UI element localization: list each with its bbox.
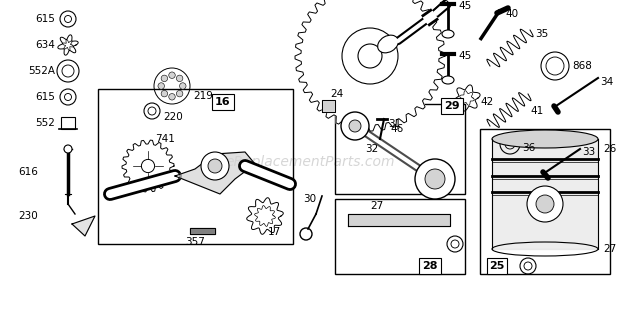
Text: 615: 615 [35, 92, 55, 102]
Text: 28: 28 [422, 261, 438, 271]
Text: 34: 34 [600, 77, 613, 87]
Circle shape [177, 75, 183, 82]
Text: 40: 40 [505, 9, 518, 19]
Bar [98, 89, 293, 244]
Text: 31: 31 [388, 119, 401, 129]
Text: 36: 36 [522, 143, 535, 153]
Polygon shape [322, 100, 335, 112]
Text: 42: 42 [480, 97, 494, 107]
Text: 615: 615 [35, 14, 55, 24]
Text: 27: 27 [370, 201, 383, 211]
Circle shape [169, 72, 175, 78]
Circle shape [527, 186, 563, 222]
Text: 868: 868 [572, 61, 592, 71]
Text: 552A: 552A [28, 66, 55, 76]
Text: 616: 616 [18, 167, 38, 177]
Text: 46: 46 [390, 124, 403, 134]
Circle shape [158, 83, 164, 89]
Bar [335, 104, 465, 194]
Polygon shape [492, 139, 598, 249]
Text: 27: 27 [603, 244, 616, 254]
Circle shape [349, 120, 361, 132]
Circle shape [161, 90, 167, 97]
Text: 45: 45 [458, 51, 471, 61]
Text: 25: 25 [489, 261, 505, 271]
Circle shape [180, 83, 186, 89]
Text: eReplacementParts.com: eReplacementParts.com [225, 155, 395, 169]
Text: 17: 17 [268, 227, 281, 237]
Text: 357: 357 [185, 237, 205, 247]
Text: 552: 552 [35, 118, 55, 128]
Bar [61, 117, 75, 129]
Polygon shape [175, 152, 255, 194]
Text: 24: 24 [330, 89, 343, 99]
Bar [480, 129, 610, 274]
Text: 219: 219 [193, 91, 213, 101]
Polygon shape [190, 228, 215, 234]
Text: 16: 16 [215, 97, 231, 107]
Circle shape [536, 195, 554, 213]
Circle shape [64, 145, 72, 153]
Text: 35: 35 [535, 29, 548, 39]
Ellipse shape [442, 30, 454, 38]
Ellipse shape [378, 35, 398, 53]
Ellipse shape [492, 130, 598, 148]
Polygon shape [122, 140, 174, 192]
Circle shape [201, 152, 229, 180]
Circle shape [169, 94, 175, 100]
Text: 29: 29 [444, 101, 460, 111]
Ellipse shape [442, 76, 454, 84]
Text: 41: 41 [530, 106, 543, 116]
Polygon shape [348, 214, 450, 226]
Circle shape [161, 75, 167, 82]
Text: 32: 32 [365, 144, 378, 154]
Bar [335, 199, 465, 274]
Text: 741: 741 [155, 134, 175, 144]
Text: 220: 220 [163, 112, 183, 122]
Circle shape [177, 90, 183, 97]
Text: 30: 30 [303, 194, 316, 204]
Polygon shape [72, 216, 95, 236]
Circle shape [208, 159, 222, 173]
Polygon shape [295, 0, 445, 131]
Text: 26: 26 [603, 144, 616, 154]
Circle shape [415, 159, 455, 199]
Text: 45: 45 [458, 1, 471, 11]
Text: 634: 634 [35, 40, 55, 50]
Circle shape [341, 112, 369, 140]
Circle shape [425, 169, 445, 189]
Text: 33: 33 [582, 147, 595, 157]
Text: 230: 230 [18, 211, 38, 221]
